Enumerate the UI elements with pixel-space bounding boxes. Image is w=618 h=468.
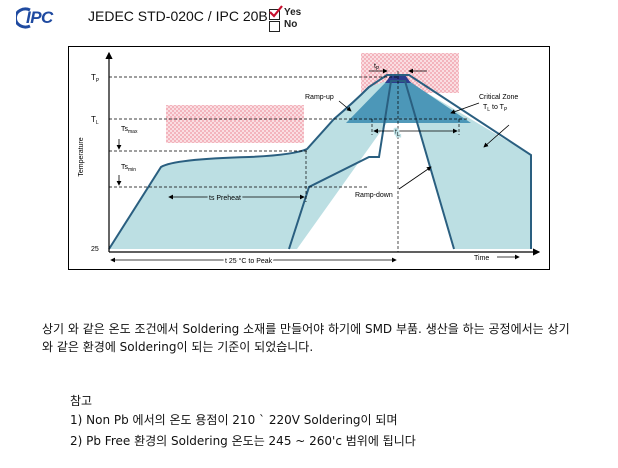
profile-upper-curve xyxy=(108,74,532,250)
critical-zone xyxy=(346,81,471,123)
description-paragraph: 상기 와 같은 온도 조건에서 Soldering 소재를 만들어야 하기에 S… xyxy=(42,322,570,354)
tick-tp: TP xyxy=(91,73,100,84)
header: IPC JEDEC STD-020C / IPC 20B Yes No xyxy=(0,0,618,40)
reflow-profile-diagram: TP TL Tsmax Tsmin 25 Temperature Time ts… xyxy=(68,46,550,270)
checkbox-no[interactable] xyxy=(269,21,280,32)
y-axis-label: Temperature xyxy=(78,137,85,176)
option-no[interactable]: No xyxy=(269,19,319,32)
tick-ts-min: Tsmin xyxy=(121,164,136,173)
t25-to-peak-label: t 25 °C to Peak xyxy=(225,257,273,265)
tp-time-label: tP xyxy=(374,63,380,72)
reflow-profile-svg: TP TL Tsmax Tsmin 25 Temperature Time ts… xyxy=(78,51,541,267)
check-mark-icon xyxy=(269,5,283,18)
critical-zone-arrow-2-icon xyxy=(483,124,510,148)
note-line-1: 1) Non Pb 에서의 온도 용점이 210 ` 220V Solderin… xyxy=(70,413,398,427)
ramp-up-label: Ramp-up xyxy=(305,94,334,101)
critical-zone-range-label: TL to TP xyxy=(483,104,508,113)
tick-tl: TL xyxy=(91,115,99,126)
ramp-down-arrow-icon xyxy=(398,166,432,190)
ramp-down-label: Ramp-down xyxy=(355,192,393,199)
note-line-2: 2) Pb Free 환경의 Soldering 온도는 245 ~ 260'c… xyxy=(70,434,416,448)
tick-ts-max: Tsmax xyxy=(121,126,138,135)
critical-zone-arrow-icon xyxy=(450,102,480,114)
ramp-up-arrow-icon xyxy=(338,100,352,112)
ipc-logo-mark-icon xyxy=(13,7,31,29)
critical-zone-label: Critical Zone xyxy=(479,94,518,101)
note-title: 참고 xyxy=(70,394,93,408)
ts-preheat-label: ts Preheat xyxy=(209,195,241,202)
standard-title: JEDEC STD-020C / IPC 20B xyxy=(88,8,268,24)
logo-text: IPC xyxy=(26,8,53,27)
option-no-label: No xyxy=(284,19,298,30)
reference-lines xyxy=(109,71,469,252)
x-axis-label: Time xyxy=(474,255,489,262)
ipc-logo: IPC xyxy=(13,6,76,30)
option-yes[interactable]: Yes xyxy=(269,5,319,20)
preheat-soak-zone xyxy=(166,105,304,143)
option-yes-label: Yes xyxy=(284,7,302,18)
tick-25: 25 xyxy=(91,246,99,253)
tl-time-label: tL xyxy=(395,129,400,138)
